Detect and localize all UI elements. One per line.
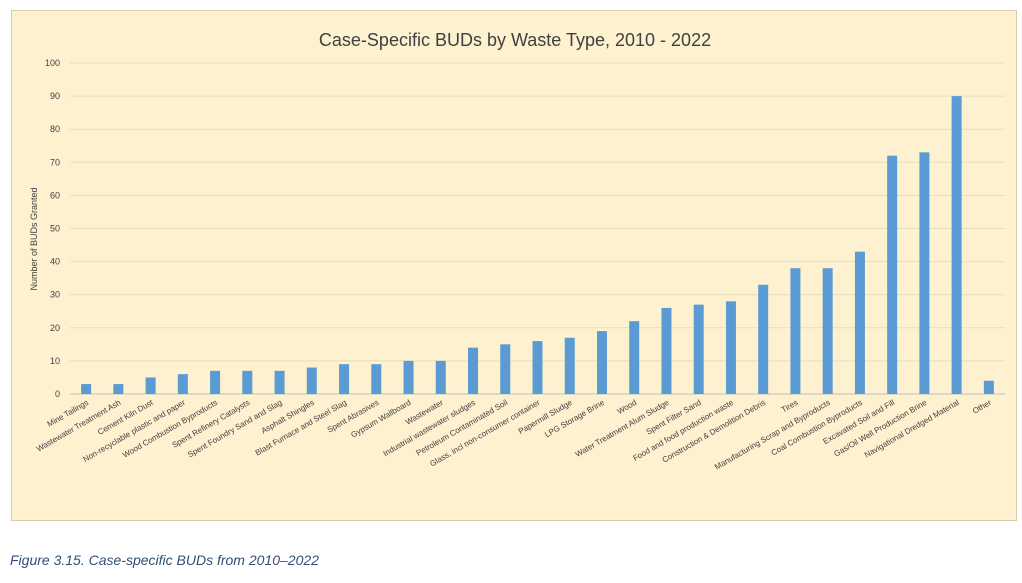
bar: [210, 370, 221, 394]
bar: [468, 347, 479, 394]
bar: [725, 301, 736, 394]
bar: [693, 304, 704, 394]
y-tick-label: 40: [50, 257, 60, 267]
chart-area: Case-Specific BUDs by Waste Type, 2010 -…: [11, 10, 1017, 521]
y-tick-label: 60: [50, 190, 60, 200]
y-tick-label: 70: [50, 157, 60, 167]
y-tick-label: 90: [50, 91, 60, 101]
bar: [242, 370, 253, 394]
bar: [951, 96, 962, 394]
bar: [177, 374, 188, 394]
bar: [500, 344, 511, 394]
x-tick-label: Manufacturing Scrap and Byproducts: [713, 398, 832, 472]
x-tick-label: Wood: [616, 398, 638, 416]
bar: [145, 377, 156, 394]
y-tick-label: 100: [45, 58, 60, 68]
y-axis-label: Number of BUDs Granted: [29, 187, 39, 290]
bar: [983, 380, 994, 394]
bar: [758, 284, 769, 394]
bar: [822, 268, 833, 394]
y-tick-label: 20: [50, 323, 60, 333]
bar: [661, 307, 672, 394]
bar-chart: Case-Specific BUDs by Waste Type, 2010 -…: [29, 30, 1005, 472]
bar: [629, 321, 640, 394]
y-tick-label: 30: [50, 290, 60, 300]
bar: [339, 364, 350, 394]
y-tick-label: 80: [50, 124, 60, 134]
bar: [274, 370, 285, 394]
bar: [596, 331, 607, 394]
bar: [564, 337, 575, 394]
bar: [113, 384, 124, 394]
x-tick-label: Tires: [780, 398, 800, 415]
bar: [81, 384, 92, 394]
bar: [532, 341, 543, 394]
y-tick-label: 10: [50, 356, 60, 366]
bar: [887, 155, 898, 394]
chart-title: Case-Specific BUDs by Waste Type, 2010 -…: [319, 30, 711, 50]
y-tick-label: 50: [50, 224, 60, 234]
gridlines: [70, 62, 1005, 395]
x-tick-label: LPG Storage Brine: [543, 398, 606, 440]
figure-caption: Figure 3.15. Case-specific BUDs from 201…: [10, 552, 319, 568]
x-tick-label: Other: [971, 398, 993, 416]
bars: [81, 96, 994, 394]
bar: [371, 364, 382, 394]
y-tick-label: 0: [55, 389, 60, 399]
bar: [854, 251, 865, 394]
bar: [435, 360, 446, 394]
bar: [403, 360, 414, 394]
bar: [790, 268, 801, 394]
bar: [306, 367, 317, 394]
bar: [919, 152, 930, 394]
y-tick-labels: 0 10 20 30 40 50 60 70 80 90 100: [45, 58, 60, 399]
